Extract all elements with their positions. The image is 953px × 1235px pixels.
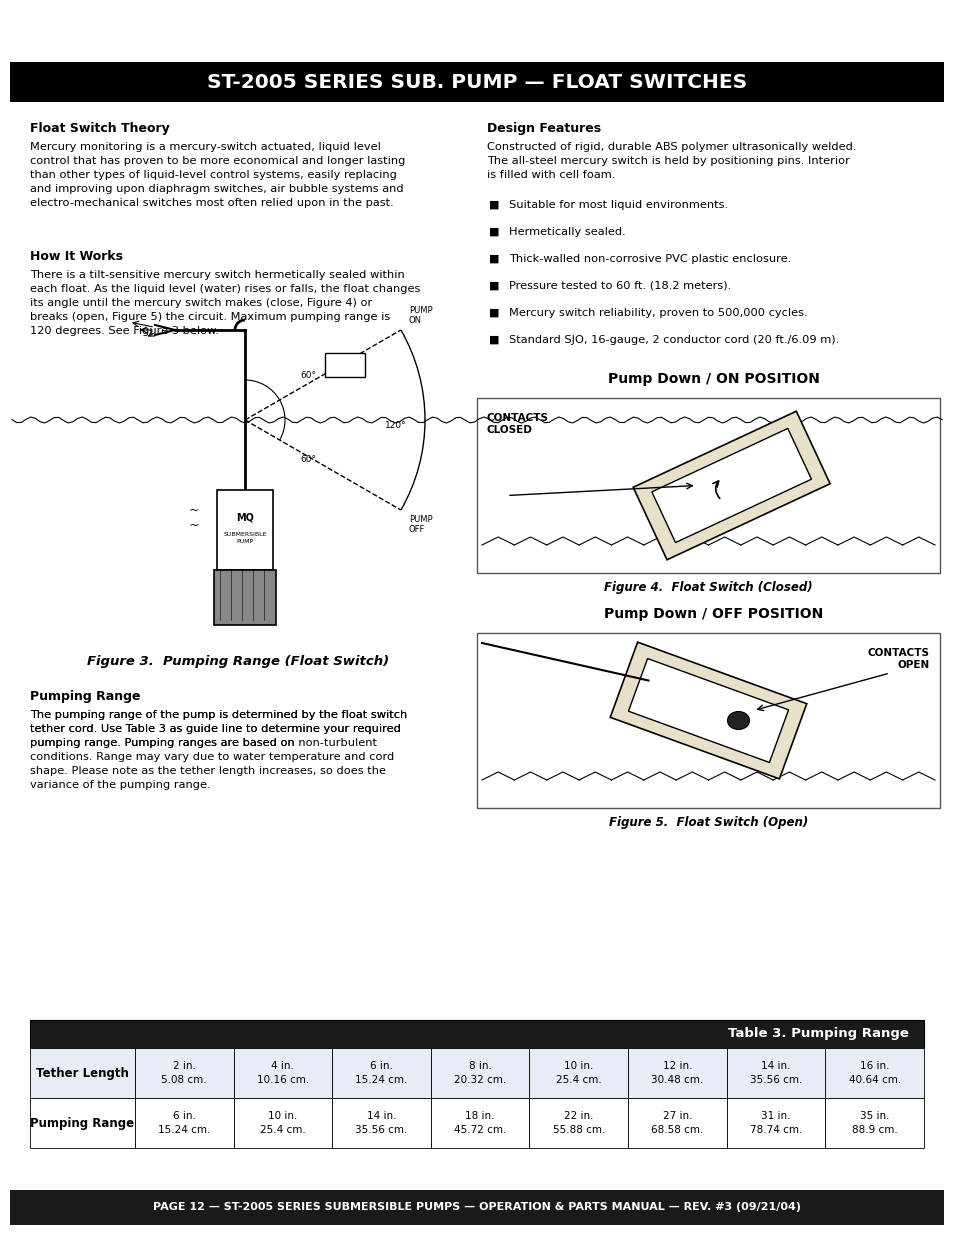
Text: 16 in.
40.64 cm.: 16 in. 40.64 cm. <box>847 1061 900 1084</box>
Bar <box>332 1098 431 1149</box>
Bar <box>476 634 939 808</box>
Bar <box>726 1098 824 1149</box>
Text: Standard SJO, 16-gauge, 2 conductor cord (20 ft./6.09 m).: Standard SJO, 16-gauge, 2 conductor cord… <box>509 335 839 345</box>
Text: PUMP
OFF: PUMP OFF <box>409 515 432 535</box>
Text: Pressure tested to 60 ft. (18.2 meters).: Pressure tested to 60 ft. (18.2 meters). <box>509 282 731 291</box>
Polygon shape <box>633 411 829 559</box>
Text: Float Switch Theory: Float Switch Theory <box>30 122 170 135</box>
Text: Hermetically sealed.: Hermetically sealed. <box>509 227 625 237</box>
Bar <box>726 1049 824 1098</box>
Text: Tether Length: Tether Length <box>36 1067 129 1079</box>
Text: The pumping range of the pump is determined by the float switch
tether cord. Use: The pumping range of the pump is determi… <box>30 710 407 790</box>
Text: 31 in.
78.74 cm.: 31 in. 78.74 cm. <box>749 1112 801 1135</box>
Text: 14 in.
35.56 cm.: 14 in. 35.56 cm. <box>749 1061 801 1084</box>
Bar <box>30 1020 923 1049</box>
Text: The pumping range of the pump is determined by the float switch
tether cord. Use: The pumping range of the pump is determi… <box>30 710 407 790</box>
Text: Pumping Range: Pumping Range <box>30 1116 134 1130</box>
Text: ~: ~ <box>189 504 199 516</box>
Bar <box>135 1049 233 1098</box>
Text: 2 in.
5.08 cm.: 2 in. 5.08 cm. <box>161 1061 207 1084</box>
Bar <box>431 1049 529 1098</box>
Text: Table 3. Pumping Range: Table 3. Pumping Range <box>727 1028 908 1041</box>
Text: CONTACTS
CLOSED: CONTACTS CLOSED <box>486 412 548 436</box>
Ellipse shape <box>727 711 749 730</box>
Text: ■: ■ <box>489 200 499 210</box>
Text: ■: ■ <box>489 335 499 345</box>
Bar <box>529 1098 627 1149</box>
Text: Figure 5.  Float Switch (Open): Figure 5. Float Switch (Open) <box>608 816 807 829</box>
Polygon shape <box>628 658 788 762</box>
Bar <box>332 1049 431 1098</box>
Bar <box>10 1191 943 1225</box>
Bar <box>627 1049 726 1098</box>
Text: There is a tilt-sensitive mercury switch hermetically sealed within
each float. : There is a tilt-sensitive mercury switch… <box>30 270 420 336</box>
Bar <box>627 1098 726 1149</box>
Text: Design Features: Design Features <box>486 122 600 135</box>
Text: 6 in.
15.24 cm.: 6 in. 15.24 cm. <box>355 1061 407 1084</box>
Text: How It Works: How It Works <box>30 249 123 263</box>
Text: ~: ~ <box>189 519 199 531</box>
Text: 8 in.
20.32 cm.: 8 in. 20.32 cm. <box>454 1061 506 1084</box>
Text: PUMP
ON: PUMP ON <box>409 305 432 325</box>
Text: 60°: 60° <box>299 456 315 464</box>
Polygon shape <box>325 353 365 377</box>
Text: 6 in.
15.24 cm.: 6 in. 15.24 cm. <box>158 1112 211 1135</box>
Text: Figure 4.  Float Switch (Closed): Figure 4. Float Switch (Closed) <box>603 580 812 594</box>
Text: SUBMERSIBLE
PUMP: SUBMERSIBLE PUMP <box>223 532 267 543</box>
Text: Thick-walled non-corrosive PVC plastic enclosure.: Thick-walled non-corrosive PVC plastic e… <box>509 254 790 264</box>
Bar <box>216 490 273 571</box>
Text: 18 in.
45.72 cm.: 18 in. 45.72 cm. <box>454 1112 506 1135</box>
Text: Mercury switch reliability, proven to 500,000 cycles.: Mercury switch reliability, proven to 50… <box>509 308 807 317</box>
Text: ■: ■ <box>489 227 499 237</box>
Text: The pumping range of the pump is determined by the float switch
tether cord. Use: The pumping range of the pump is determi… <box>30 710 407 748</box>
Text: Figure 3.  Pumping Range (Float Switch): Figure 3. Pumping Range (Float Switch) <box>88 655 389 668</box>
Text: 120°: 120° <box>385 420 406 430</box>
Bar <box>135 1098 233 1149</box>
Bar <box>529 1049 627 1098</box>
Text: 22 in.
55.88 cm.: 22 in. 55.88 cm. <box>552 1112 604 1135</box>
Text: 27 in.
68.58 cm.: 27 in. 68.58 cm. <box>651 1112 703 1135</box>
Bar <box>824 1098 923 1149</box>
Bar <box>213 571 275 625</box>
Bar <box>30 1049 135 1098</box>
Text: 10 in.
25.4 cm.: 10 in. 25.4 cm. <box>260 1112 306 1135</box>
Text: 10 in.
25.4 cm.: 10 in. 25.4 cm. <box>556 1061 601 1084</box>
Text: Mercury monitoring is a mercury-switch actuated, liquid level
control that has p: Mercury monitoring is a mercury-switch a… <box>30 142 405 207</box>
Text: 12 in.
30.48 cm.: 12 in. 30.48 cm. <box>651 1061 702 1084</box>
Bar <box>824 1049 923 1098</box>
Bar <box>233 1098 332 1149</box>
Bar <box>30 1098 135 1149</box>
Text: Constructed of rigid, durable ABS polymer ultrasonically welded.
The all-steel m: Constructed of rigid, durable ABS polyme… <box>486 142 856 180</box>
Polygon shape <box>651 429 811 542</box>
Text: 14 in.
35.56 cm.: 14 in. 35.56 cm. <box>355 1112 407 1135</box>
Text: PAGE 12 — ST-2005 SERIES SUBMERSIBLE PUMPS — OPERATION & PARTS MANUAL — REV. #3 : PAGE 12 — ST-2005 SERIES SUBMERSIBLE PUM… <box>152 1203 801 1213</box>
Text: ■: ■ <box>489 254 499 264</box>
Text: MQ: MQ <box>235 513 253 522</box>
Text: ■: ■ <box>489 282 499 291</box>
Text: 4 in.
10.16 cm.: 4 in. 10.16 cm. <box>256 1061 309 1084</box>
Bar <box>476 398 939 573</box>
Polygon shape <box>610 642 806 779</box>
Text: 60°: 60° <box>299 370 315 379</box>
Text: 35 in.
88.9 cm.: 35 in. 88.9 cm. <box>851 1112 897 1135</box>
Text: Pump Down / ON POSITION: Pump Down / ON POSITION <box>607 372 819 387</box>
Text: CONTACTS
OPEN: CONTACTS OPEN <box>867 648 929 671</box>
Text: Pump Down / OFF POSITION: Pump Down / OFF POSITION <box>603 606 822 621</box>
Bar <box>233 1049 332 1098</box>
Text: Suitable for most liquid environments.: Suitable for most liquid environments. <box>509 200 727 210</box>
Bar <box>10 62 943 103</box>
Text: ST-2005 SERIES SUB. PUMP — FLOAT SWITCHES: ST-2005 SERIES SUB. PUMP — FLOAT SWITCHE… <box>207 73 746 91</box>
Text: Pumping Range: Pumping Range <box>30 690 140 703</box>
Text: ■: ■ <box>489 308 499 317</box>
Bar <box>431 1098 529 1149</box>
